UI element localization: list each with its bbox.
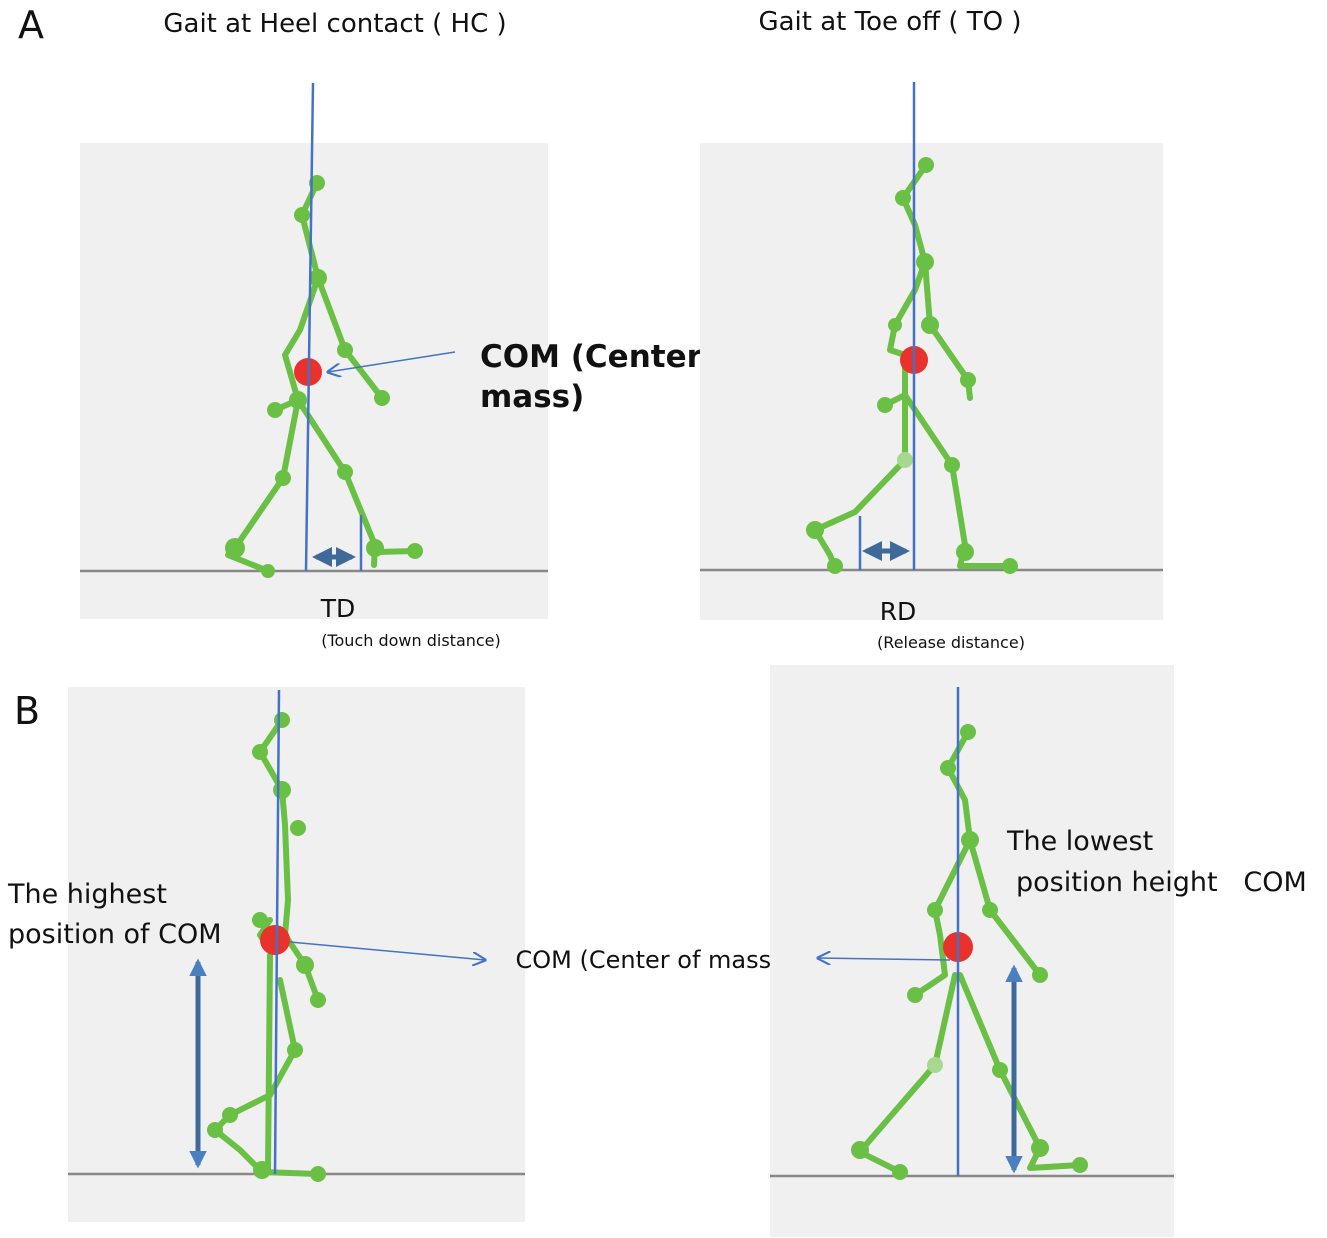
to-panel xyxy=(700,82,1163,620)
td-note: (Touch down distance) xyxy=(321,631,501,650)
td-label: TD xyxy=(320,594,356,623)
panel-label: A xyxy=(18,3,44,47)
highest-label: The highest xyxy=(7,879,167,910)
com-label: COM (Center of mass) xyxy=(516,946,781,974)
rd-label: RD xyxy=(880,597,917,626)
highest-panel xyxy=(68,687,525,1222)
highest-label: position of COM xyxy=(8,919,222,950)
panel-label: B xyxy=(14,689,40,733)
lowest-panel xyxy=(770,665,1174,1237)
figure: A B Gait at Heel contact ( HC ) Gait at … xyxy=(0,0,1327,1238)
rd-note: (Release distance) xyxy=(877,633,1025,652)
com-label: mass) xyxy=(480,379,584,415)
title: Gait at Toe off ( TO ) xyxy=(758,7,1021,37)
title: Gait at Heel contact ( HC ) xyxy=(163,9,506,39)
lowest-label: The lowest xyxy=(1006,826,1153,857)
lowest-label: position height COM xyxy=(1016,867,1307,898)
hc-panel xyxy=(80,83,548,619)
